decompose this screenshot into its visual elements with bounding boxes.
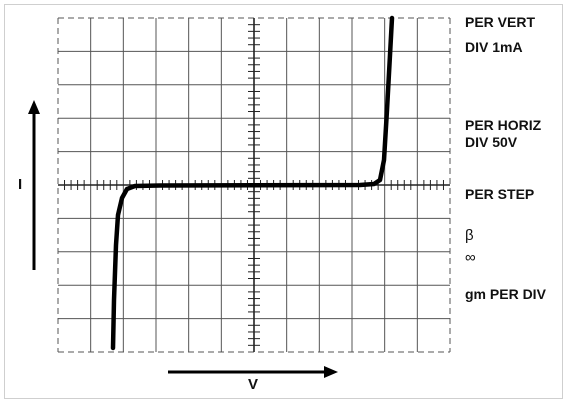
infinity-symbol: ∞ — [465, 249, 476, 266]
per-vert-label: PER VERT — [465, 14, 536, 30]
current-axis-arrow — [28, 100, 40, 270]
voltage-axis-arrow — [168, 366, 338, 378]
iv-characteristic-trace — [110, 15, 395, 351]
per-step-label: PER STEP — [465, 186, 535, 202]
figure-frame — [4, 4, 563, 399]
x-axis-label: V — [248, 376, 259, 393]
beta-symbol: β — [465, 227, 474, 244]
y-axis-label: I — [18, 176, 23, 193]
gm-per-div-label: gm PER DIV — [465, 286, 546, 302]
div-50v-label: DIV 50V — [465, 134, 518, 150]
per-horiz-label: PER HORIZ — [465, 117, 542, 133]
div-1ma-label: DIV 1mA — [465, 39, 523, 55]
